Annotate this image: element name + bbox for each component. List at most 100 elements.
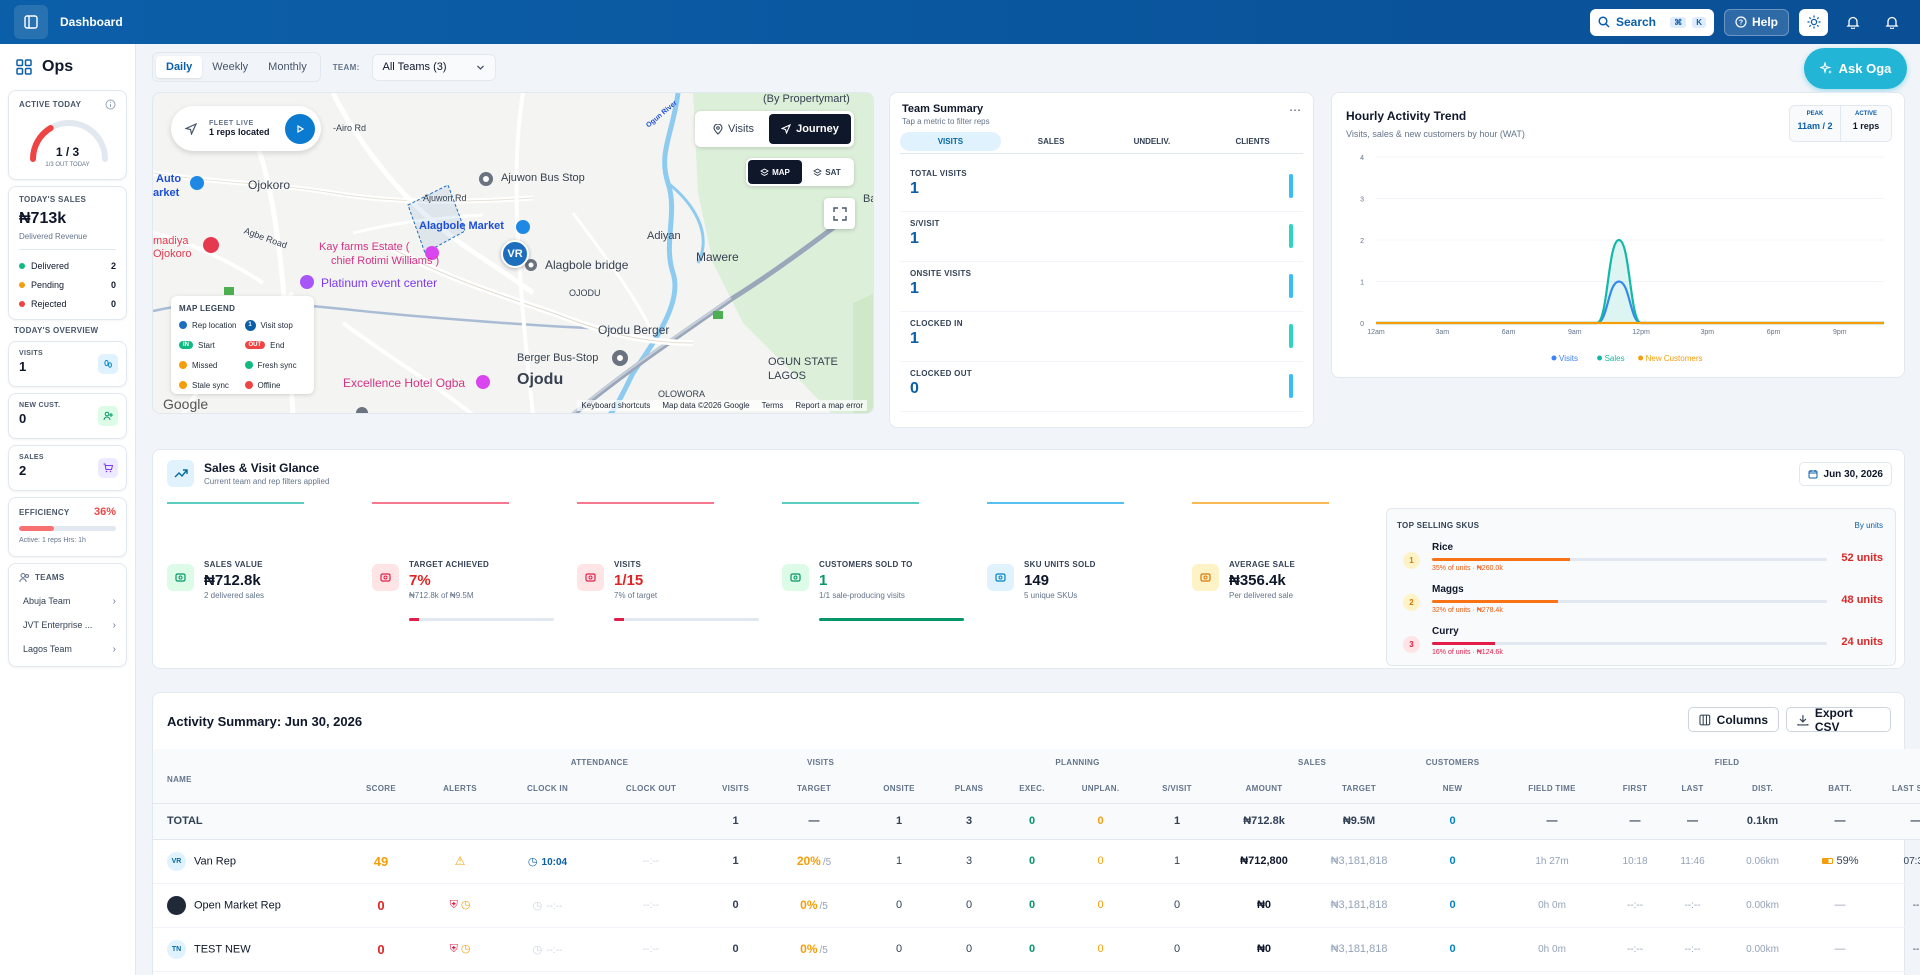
map-type-sat-button[interactable]: SAT bbox=[802, 168, 852, 177]
team-item[interactable]: Abuja Team › bbox=[19, 589, 116, 613]
column-header[interactable]: ALERTS bbox=[424, 775, 496, 804]
sku-row[interactable]: 1 Rice 35% of units · ₦260.0k 52 units bbox=[1397, 542, 1887, 580]
journey-toggle-button[interactable]: Journey bbox=[769, 114, 851, 144]
warning-icon[interactable]: ⚠ bbox=[454, 854, 466, 868]
column-header[interactable]: UNPLAN. bbox=[1064, 775, 1138, 804]
help-button[interactable]: ? Help bbox=[1723, 8, 1789, 36]
shield-alert-icon[interactable]: ⛨ bbox=[449, 943, 458, 955]
footprints-icon bbox=[98, 354, 118, 374]
team-select[interactable]: All Teams (3) bbox=[371, 53, 496, 81]
glance-metric[interactable]: CUSTOMERS SOLD TO 1 1/1 sale-producing vis… bbox=[782, 502, 967, 672]
column-header[interactable]: LAST SYNC bbox=[1876, 775, 1920, 804]
sku-row[interactable]: 3 Curry 16% of units · ₦124.6k 24 units bbox=[1397, 626, 1887, 664]
column-header[interactable]: DIST. bbox=[1721, 775, 1805, 804]
column-header[interactable]: S/VISIT bbox=[1137, 775, 1218, 804]
status-value: 0 bbox=[110, 298, 116, 309]
column-header[interactable]: CLOCK OUT bbox=[599, 775, 704, 804]
map-footer-shortcuts[interactable]: Keyboard shortcuts bbox=[581, 401, 651, 410]
map-type-map-button[interactable]: MAP bbox=[748, 160, 802, 184]
legend-label: Visit stop bbox=[260, 320, 293, 330]
table-row[interactable]: Open Market Rep 0 ⛨ ◷ ◷ --:-- --:-- 0 0%/5 0 0 0 0 0 ₦… bbox=[153, 883, 1920, 928]
map-footer-terms[interactable]: Terms bbox=[761, 401, 784, 410]
fleet-map[interactable]: (By Propertymart) -Airo Rd Ajuwon Bus St… bbox=[152, 92, 874, 414]
rep-marker[interactable]: VR bbox=[501, 240, 529, 268]
column-header[interactable]: ONSITE bbox=[860, 775, 939, 804]
glance-progress-fill bbox=[614, 618, 625, 621]
glance-metric[interactable]: SALES VALUE ₦712.8k 2 delivered sales bbox=[167, 502, 352, 672]
table-row[interactable]: VR Van Rep 49 ⚠ ◷ 10:04 --:-- 1 20%/5 1 3 0 0 1 ₦712,8… bbox=[153, 839, 1920, 884]
sku-row[interactable]: 2 Maggs 32% of units · ₦278.4k 48 units bbox=[1397, 584, 1887, 622]
notifications-button[interactable] bbox=[1838, 9, 1867, 36]
alerts-button[interactable] bbox=[1877, 9, 1906, 36]
fullscreen-button[interactable] bbox=[824, 198, 855, 229]
clock-alert-icon[interactable]: ◷ bbox=[460, 899, 471, 911]
sidebar-toggle-button[interactable] bbox=[14, 5, 48, 39]
column-header[interactable]: EXEC. bbox=[1000, 775, 1065, 804]
rep-name-cell[interactable]: VR Van Rep bbox=[153, 839, 338, 884]
search-button[interactable]: Search ⌘ K bbox=[1589, 8, 1714, 36]
column-header[interactable]: FIRST bbox=[1606, 775, 1665, 804]
status-label: Rejected bbox=[31, 298, 67, 309]
rep-name-cell[interactable]: TN TEST NEW bbox=[153, 927, 338, 972]
team-summary-tab[interactable]: UNDELIV. bbox=[1133, 137, 1171, 146]
team-summary-tab[interactable]: SALES bbox=[1037, 137, 1065, 146]
tab-weekly[interactable]: Weekly bbox=[212, 61, 249, 73]
play-button[interactable] bbox=[285, 113, 315, 144]
ask-oga-button[interactable]: Ask Oga bbox=[1804, 48, 1907, 89]
info-icon[interactable] bbox=[105, 99, 116, 110]
glance-metric[interactable]: TARGET ACHIEVED 7% ₦712.8k of ₦9.5M bbox=[372, 502, 557, 672]
map-footer-report[interactable]: Report a map error bbox=[795, 401, 863, 410]
column-header[interactable]: FIELD TIME bbox=[1498, 775, 1607, 804]
glance-metric[interactable]: VISITS 1/15 7% of target bbox=[577, 502, 762, 672]
navigation-icon bbox=[781, 124, 792, 134]
column-header[interactable]: TARGET bbox=[768, 775, 861, 804]
team-item[interactable]: JVT Enterprise ... › bbox=[19, 613, 116, 637]
export-csv-button[interactable]: Export CSV bbox=[1786, 706, 1891, 734]
team-summary-metric[interactable]: TOTAL VISITS 1 bbox=[900, 162, 1303, 212]
column-header[interactable]: VISITS bbox=[703, 775, 769, 804]
column-header[interactable]: BATT. bbox=[1804, 775, 1877, 804]
tab-daily[interactable]: Daily bbox=[156, 56, 203, 78]
total-cell bbox=[338, 803, 424, 840]
column-header[interactable]: PLANS bbox=[938, 775, 1001, 804]
team-summary-metric[interactable]: ONSITE VISITS 1 bbox=[900, 262, 1303, 312]
overview-card[interactable]: VISITS 1 bbox=[8, 341, 127, 387]
column-header[interactable]: LAST bbox=[1664, 775, 1722, 804]
map-label: Ojokoro bbox=[153, 248, 192, 260]
column-header[interactable]: NAME bbox=[153, 775, 338, 804]
date-picker-button[interactable]: Jun 30, 2026 bbox=[1798, 462, 1892, 486]
sku-share-fill bbox=[1432, 558, 1571, 561]
efficiency-card[interactable]: EFFICIENCY 36% Active: 1 reps Hrs: 1h bbox=[8, 497, 127, 557]
todays-sales-card[interactable]: TODAY'S SALES ₦713k Delivered Revenue De… bbox=[8, 186, 127, 320]
overview-card[interactable]: NEW CUST. 0 bbox=[8, 393, 127, 439]
column-header[interactable]: CLOCK IN bbox=[496, 775, 599, 804]
column-header[interactable]: TARGET bbox=[1311, 775, 1408, 804]
teams-label: TEAMS bbox=[35, 573, 65, 582]
team-summary-metric[interactable]: S/VISIT 1 bbox=[900, 212, 1303, 262]
grid-icon bbox=[16, 59, 32, 75]
visits-toggle-button[interactable]: Visits bbox=[698, 123, 769, 135]
table-row[interactable]: TN TEST NEW 0 ⛨ ◷ ◷ --:-- --:-- 0 0%/5 0 0 0 0 0 ₦0 ₦3,1… bbox=[153, 927, 1920, 972]
table-header: NAME SCORE ALERTS CLOCK IN CLOCK OUT VISITS TA… bbox=[153, 775, 1920, 804]
column-header[interactable]: SCORE bbox=[338, 775, 424, 804]
clock-alert-icon[interactable]: ◷ bbox=[460, 943, 471, 955]
glance-metric[interactable]: SKU UNITS SOLD 149 5 unique SKUs bbox=[987, 502, 1172, 672]
team-summary-tab[interactable]: VISITS bbox=[900, 132, 1001, 151]
team-summary-metric[interactable]: CLOCKED IN 1 bbox=[900, 312, 1303, 362]
theme-toggle-button[interactable] bbox=[1799, 8, 1828, 36]
team-summary-metric[interactable]: CLOCKED OUT 0 bbox=[900, 362, 1303, 412]
more-menu-button[interactable]: ⋯ bbox=[1289, 103, 1301, 117]
team-summary-tab[interactable]: CLIENTS bbox=[1235, 137, 1270, 146]
map-label: Adiyan bbox=[647, 230, 681, 242]
columns-button[interactable]: Columns bbox=[1688, 707, 1779, 732]
column-header[interactable]: NEW bbox=[1407, 775, 1499, 804]
glance-metric[interactable]: AVERAGE SALE ₦356.4k Per delivered sale bbox=[1192, 502, 1377, 672]
column-header[interactable]: AMOUNT bbox=[1217, 775, 1312, 804]
visits-cell: 0 bbox=[703, 927, 769, 972]
tab-monthly[interactable]: Monthly bbox=[268, 61, 307, 73]
team-item[interactable]: Lagos Team › bbox=[19, 637, 116, 661]
overview-card[interactable]: SALES 2 bbox=[8, 445, 127, 491]
rep-name-cell[interactable]: Open Market Rep bbox=[153, 883, 338, 928]
shield-alert-icon[interactable]: ⛨ bbox=[449, 899, 458, 911]
active-today-card[interactable]: ACTIVE TODAY 1 / 3 1/3 OUT TODAY bbox=[8, 90, 127, 180]
